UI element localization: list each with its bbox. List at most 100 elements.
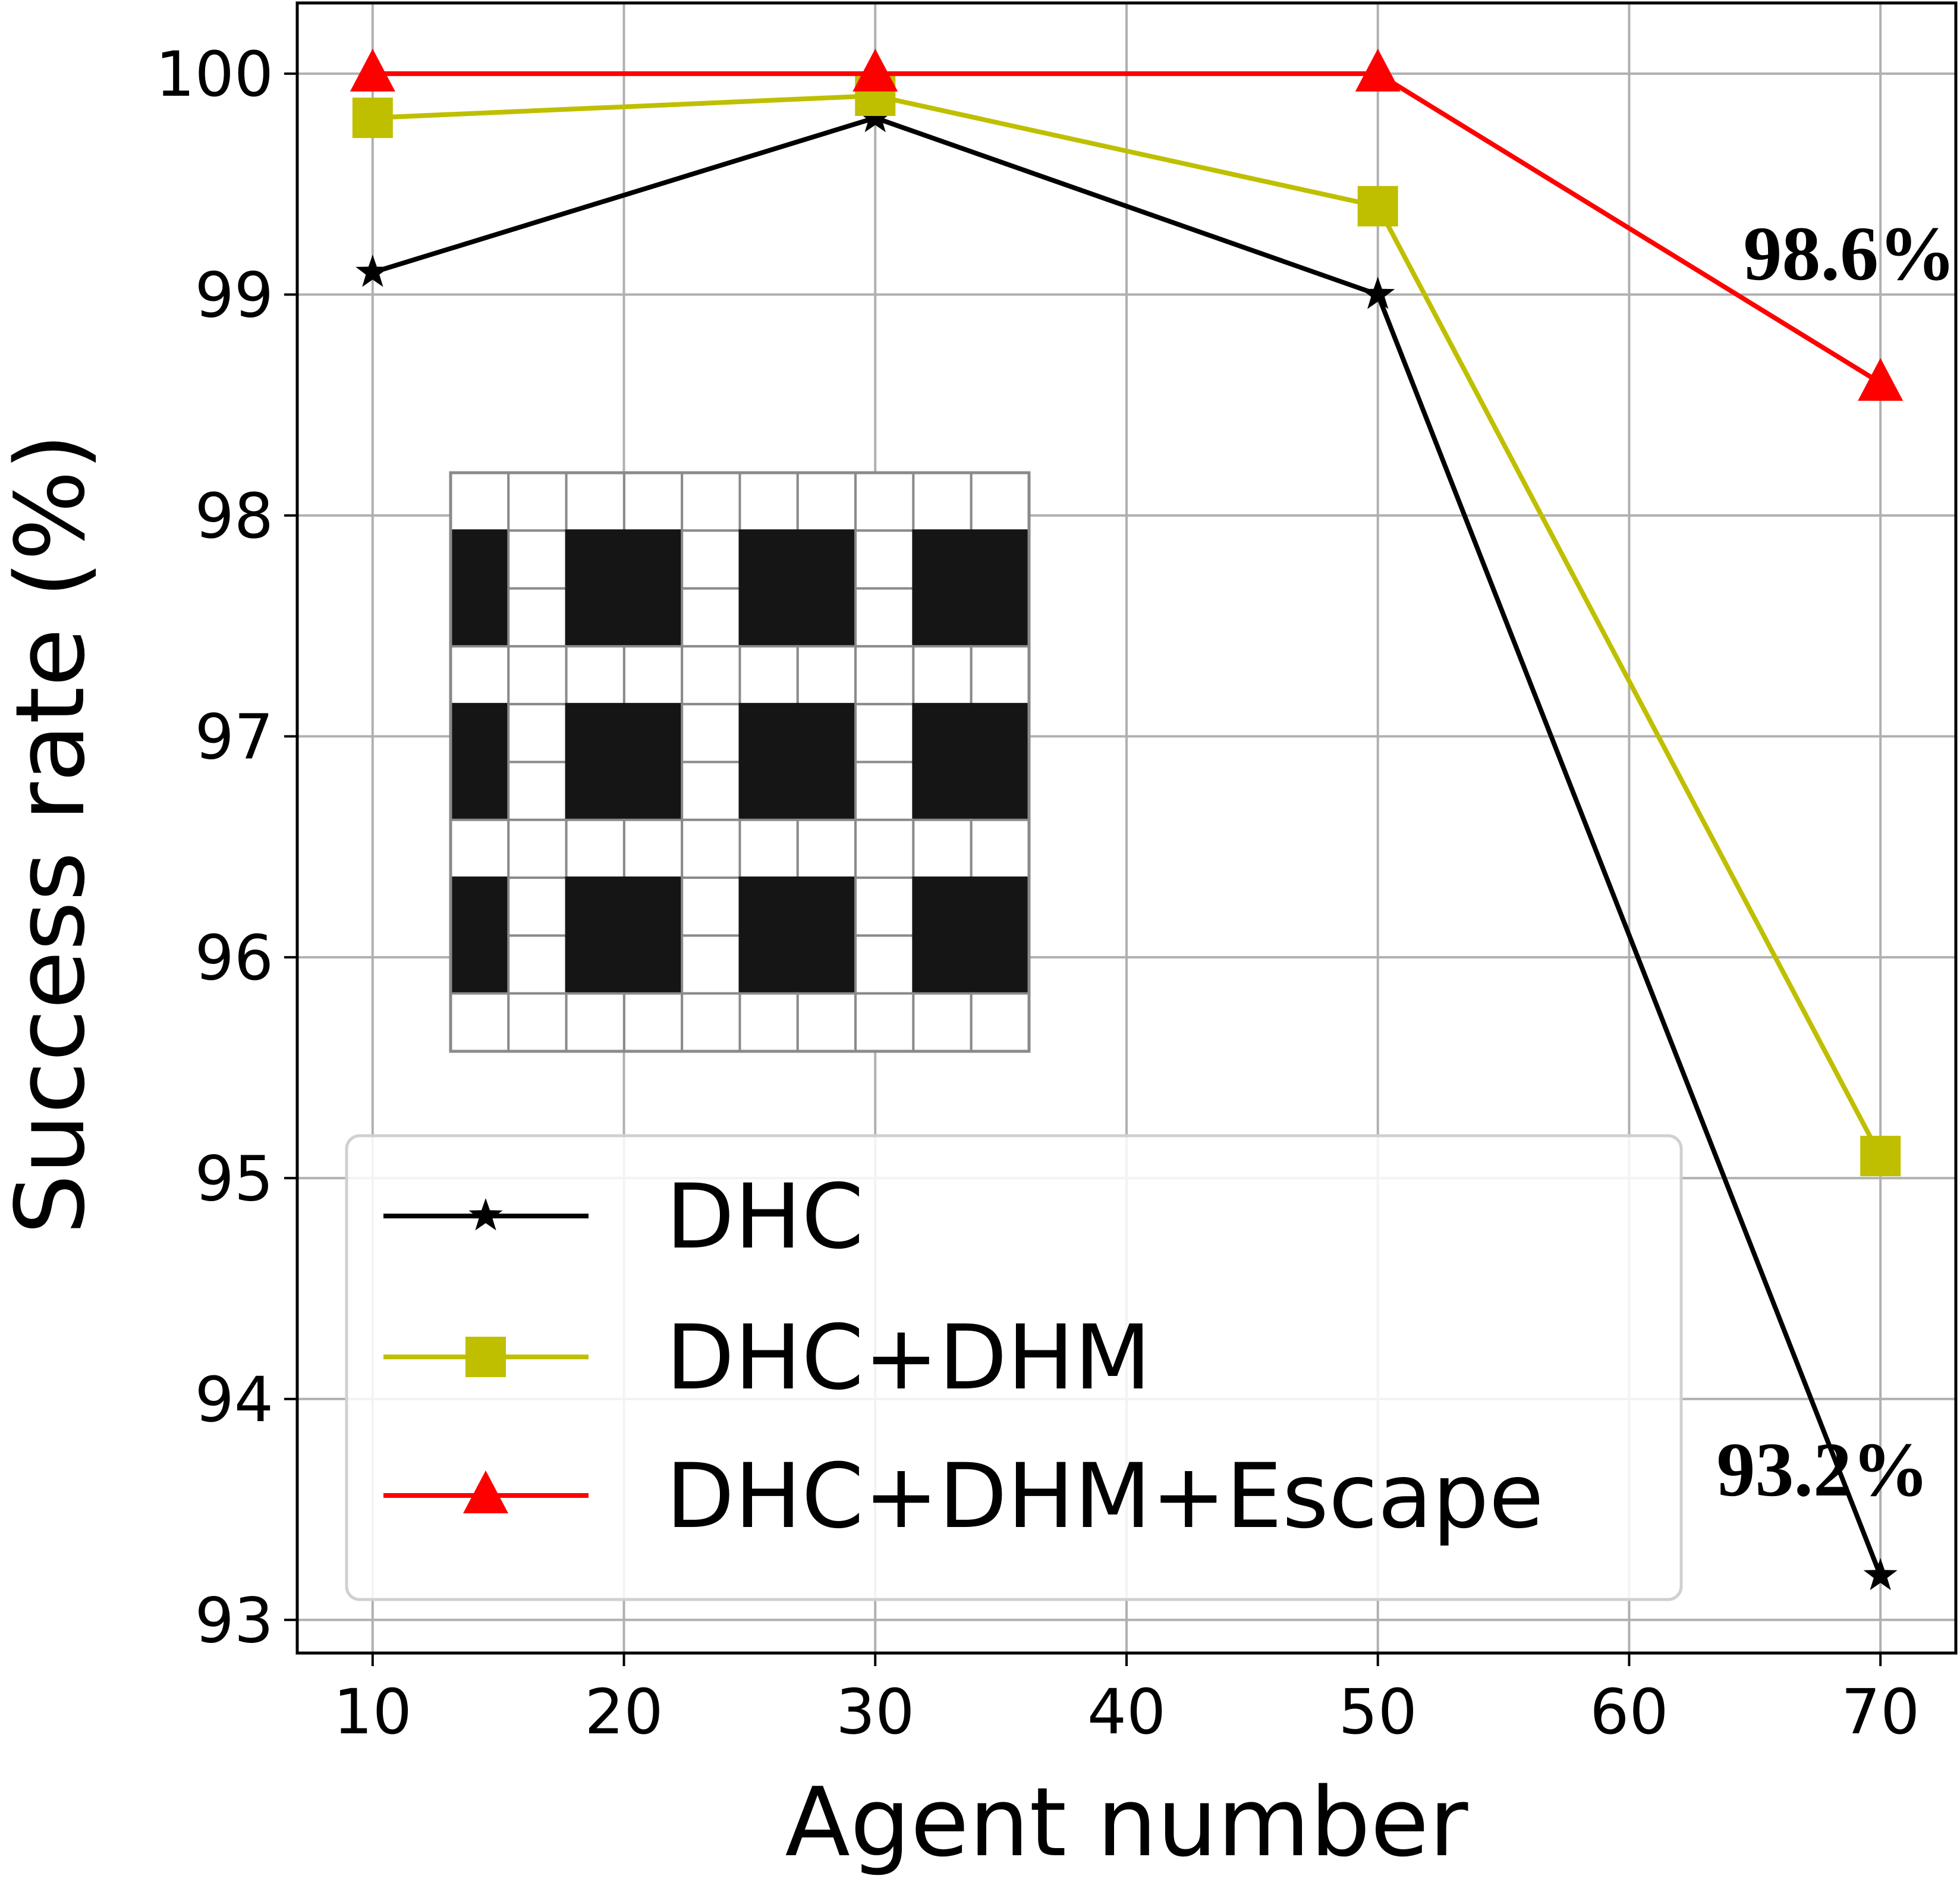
y-tick-label: 94 bbox=[195, 1363, 273, 1436]
triangle-marker bbox=[1858, 357, 1904, 401]
inset-cell bbox=[912, 934, 973, 995]
inset-cell bbox=[565, 645, 625, 706]
inset-cell bbox=[565, 992, 625, 1052]
x-axis-label: Agent number bbox=[785, 1767, 1468, 1878]
inset-cell bbox=[854, 587, 915, 648]
inset-cell bbox=[854, 934, 915, 995]
inset-cell bbox=[507, 529, 568, 590]
inset-cell bbox=[681, 761, 741, 821]
star-marker bbox=[858, 100, 892, 133]
inset-cell bbox=[622, 818, 684, 879]
series-layer bbox=[350, 48, 1904, 1591]
x-tick-label: 10 bbox=[334, 1676, 412, 1748]
inset-cell bbox=[970, 472, 1030, 532]
series-line bbox=[372, 93, 1883, 1158]
annotations: 98.6% 93.2% bbox=[1717, 211, 1956, 1513]
star-marker bbox=[1863, 1558, 1898, 1591]
series-dhc bbox=[355, 100, 1898, 1591]
inset-cell bbox=[565, 587, 625, 648]
inset-cell bbox=[970, 529, 1030, 590]
inset-cell bbox=[507, 472, 568, 532]
inset-cell bbox=[796, 818, 857, 879]
inset-cell bbox=[912, 703, 973, 763]
inset-cell bbox=[796, 703, 857, 763]
inset-cell bbox=[681, 992, 741, 1052]
inset-cell bbox=[681, 587, 741, 648]
inset-cell bbox=[622, 703, 684, 763]
inset-cell bbox=[738, 761, 799, 821]
inset-cell bbox=[449, 761, 510, 821]
inset-cell bbox=[565, 472, 625, 532]
annotation-label: 98.6% bbox=[1744, 211, 1956, 297]
inset-cell bbox=[681, 818, 741, 879]
x-tick-label: 70 bbox=[1841, 1676, 1920, 1748]
square-marker bbox=[352, 98, 393, 139]
inset-cell bbox=[449, 587, 510, 648]
inset-cell bbox=[507, 761, 568, 821]
inset-cell bbox=[565, 876, 625, 937]
star-marker bbox=[1361, 276, 1395, 309]
inset-cell bbox=[970, 818, 1030, 879]
inset-cell bbox=[622, 934, 684, 995]
y-tick-label: 99 bbox=[195, 259, 273, 331]
inset-cell bbox=[738, 529, 799, 590]
inset-cell bbox=[507, 587, 568, 648]
inset-cell bbox=[970, 703, 1030, 763]
inset-cell bbox=[622, 529, 684, 590]
y-axis-label: Success rate (%) bbox=[0, 433, 106, 1235]
inset-cell bbox=[854, 703, 915, 763]
series-line bbox=[372, 71, 1882, 385]
inset-cell bbox=[970, 876, 1030, 937]
inset-cell bbox=[912, 992, 973, 1052]
inset-cell bbox=[507, 876, 568, 937]
inset-cell bbox=[507, 703, 568, 763]
inset-cell bbox=[970, 645, 1030, 706]
inset-cell bbox=[565, 934, 625, 995]
inset-cell bbox=[738, 587, 799, 648]
inset-cell bbox=[681, 645, 741, 706]
inset-cell bbox=[681, 703, 741, 763]
y-tick-label: 97 bbox=[195, 700, 273, 773]
inset-cell bbox=[449, 472, 510, 532]
inset-cell bbox=[970, 934, 1030, 995]
series-dhc-dhm-escape bbox=[350, 48, 1904, 401]
inset-cell bbox=[854, 529, 915, 590]
legend-triangle-marker bbox=[463, 1470, 508, 1513]
grid-map-inset bbox=[449, 471, 1031, 1053]
x-tick-label: 30 bbox=[836, 1676, 914, 1748]
inset-cell bbox=[622, 761, 684, 821]
y-tick-label: 98 bbox=[195, 480, 273, 552]
inset-cell bbox=[738, 992, 799, 1052]
inset-border bbox=[449, 471, 1031, 1053]
inset-cell bbox=[854, 992, 915, 1052]
y-tick-label: 93 bbox=[195, 1584, 273, 1657]
inset-cell bbox=[854, 472, 915, 532]
legend-label: DHC+DHM+Escape bbox=[666, 1445, 1544, 1548]
inset-cell bbox=[565, 703, 625, 763]
inset-cell bbox=[796, 761, 857, 821]
star-marker bbox=[355, 254, 390, 287]
inset-cell bbox=[507, 818, 568, 879]
y-tick-label: 95 bbox=[195, 1142, 273, 1215]
legend-label: DHC bbox=[666, 1165, 864, 1269]
inset-cell bbox=[796, 645, 857, 706]
inset-cell bbox=[449, 934, 510, 995]
inset-cell bbox=[912, 761, 973, 821]
annotation-label: 93.2% bbox=[1717, 1427, 1930, 1513]
triangle-marker bbox=[1355, 48, 1401, 92]
inset-cell bbox=[622, 645, 684, 706]
legend-star-marker bbox=[468, 1198, 503, 1231]
x-tick-label: 40 bbox=[1087, 1676, 1166, 1748]
inset-cell bbox=[622, 587, 684, 648]
inset-cell bbox=[449, 818, 510, 879]
inset-cell bbox=[449, 992, 510, 1052]
inset-cell bbox=[796, 876, 857, 937]
inset-cell bbox=[796, 472, 857, 532]
inset-cell bbox=[565, 761, 625, 821]
inset-cell bbox=[622, 992, 684, 1052]
inset-cell bbox=[449, 529, 510, 590]
inset-cell bbox=[449, 703, 510, 763]
inset-cell bbox=[738, 645, 799, 706]
x-tick-label: 20 bbox=[584, 1676, 663, 1748]
